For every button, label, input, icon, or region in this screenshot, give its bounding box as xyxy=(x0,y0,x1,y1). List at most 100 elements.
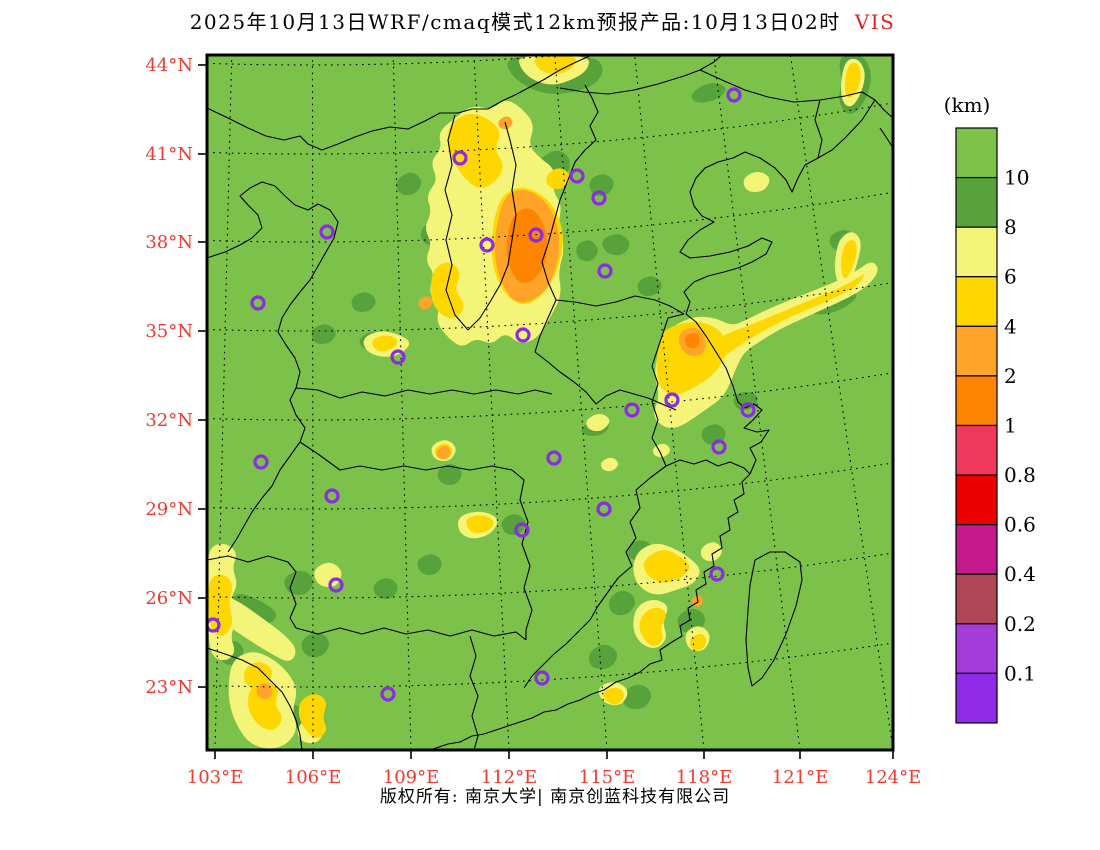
visibility-contour-patch-y1 xyxy=(210,593,296,661)
visibility-contour-patch-y1 xyxy=(600,457,618,472)
visibility-contour-patch-y2 xyxy=(210,587,228,608)
colorbar-tick-label: 8 xyxy=(1004,215,1017,239)
station-marker xyxy=(380,686,396,702)
colorbar-tick-label: 0.2 xyxy=(1004,612,1036,636)
colorbar-tick-label: 0.6 xyxy=(1004,513,1036,537)
station-marker xyxy=(711,439,727,455)
visibility-contour-patch-y2 xyxy=(643,550,690,583)
lat-tick-label: 26°N xyxy=(145,588,193,609)
visibility-contour-patch-g2 xyxy=(417,554,442,576)
visibility-contour-patch-y2 xyxy=(298,694,327,738)
colorbar-tick-label: 6 xyxy=(1004,265,1017,289)
visibility-contour-patch-o1 xyxy=(436,445,451,460)
visibility-contour-patch-o2 xyxy=(506,208,548,284)
station-marker xyxy=(597,263,613,279)
colorbar-segment xyxy=(955,325,998,377)
station-marker xyxy=(624,402,640,418)
visibility-contour-patch-o1 xyxy=(256,683,273,699)
boundary-line xyxy=(469,635,479,750)
colorbar-tick-label: 0.4 xyxy=(1004,562,1036,586)
visibility-contour-patch-y1 xyxy=(314,562,342,588)
graticule-parallel xyxy=(207,192,892,243)
visibility-contour-patch-g2 xyxy=(311,324,336,344)
boundary-line xyxy=(299,441,513,471)
boundary-line xyxy=(207,647,303,750)
page-title: 2025年10月13日WRF/cmaq模式12km预报产品:10月13日02时 V… xyxy=(0,6,1085,35)
colorbar-tick-label: 10 xyxy=(1004,166,1029,190)
visibility-contour-patch-y2 xyxy=(690,633,707,651)
boundary-line xyxy=(523,465,667,689)
colorbar-segment xyxy=(955,226,998,278)
boundary-line xyxy=(665,459,751,475)
station-marker xyxy=(479,237,495,253)
boundary-line xyxy=(295,387,553,399)
graticule-meridian xyxy=(311,55,314,750)
station-marker xyxy=(569,168,585,184)
visibility-contour-patch-g2 xyxy=(373,578,398,600)
visibility-contour-patch-g2 xyxy=(284,570,314,596)
title-main: 2025年10月13日WRF/cmaq模式12km预报产品:10月13日02时 xyxy=(189,10,841,34)
colorbar-segment xyxy=(955,672,998,724)
visibility-contour-patch-o2 xyxy=(684,333,700,349)
lat-tick-label: 29°N xyxy=(145,499,193,520)
lon-tick-label: 103°E xyxy=(187,767,244,788)
station-marker xyxy=(740,402,756,418)
boundary-line xyxy=(745,551,803,687)
lon-tick-label: 115°E xyxy=(579,767,636,788)
boundary-line xyxy=(207,181,339,443)
visibility-contour-patch-y2 xyxy=(430,262,464,319)
station-marker xyxy=(250,295,266,311)
colorbar-tick-label: 2 xyxy=(1004,364,1017,388)
boundary-line xyxy=(295,627,527,641)
visibility-contour-patch-g2 xyxy=(608,590,636,616)
station-marker xyxy=(664,392,680,408)
colorbar-segment xyxy=(955,375,998,427)
visibility-contour-patch-g2 xyxy=(351,292,376,312)
lon-tick-label: 109°E xyxy=(383,767,440,788)
visibility-contour-patch-g2 xyxy=(232,594,277,623)
map-frame xyxy=(205,53,895,752)
station-marker xyxy=(452,150,468,166)
boundary-line xyxy=(879,127,893,149)
boundary-line xyxy=(511,469,533,640)
colorbar-segment xyxy=(955,276,998,327)
map-clipped-layers xyxy=(207,55,893,750)
copyright-text: 版权所有: 南京大学| 南京创蓝科技有限公司 xyxy=(379,787,731,807)
colorbar-segment xyxy=(955,127,998,179)
station-marker xyxy=(253,454,269,470)
boundary-line xyxy=(227,441,301,553)
visibility-contour-patch-g2 xyxy=(396,172,422,196)
graticule-meridian xyxy=(713,55,801,750)
visibility-contour-patch-g2 xyxy=(637,276,662,296)
boundary-line xyxy=(555,295,685,315)
boundary-line xyxy=(651,313,685,467)
station-marker xyxy=(546,450,562,466)
graticule-parallel xyxy=(207,102,892,155)
colorbar-unit-label: (km) xyxy=(944,93,991,117)
visibility-contour-patch-y2 xyxy=(448,114,503,188)
lat-tick-label: 35°N xyxy=(145,321,193,342)
visibility-contour-patch-y2 xyxy=(372,335,398,352)
visibility-contour-patch-y2 xyxy=(534,55,577,75)
lat-tick-label: 23°N xyxy=(145,677,193,698)
boundary-line xyxy=(534,351,677,411)
visibility-contour-patch-g2 xyxy=(301,632,330,658)
visibility-contour-patch-g2 xyxy=(589,174,614,196)
station-marker xyxy=(390,349,406,365)
lat-tick-label: 32°N xyxy=(145,410,193,431)
lon-tick-label: 106°E xyxy=(285,767,342,788)
visibility-contour-patch-o1 xyxy=(418,296,433,310)
station-marker xyxy=(709,566,725,582)
colorbar-segment xyxy=(955,424,998,476)
colorbar-tick-label: 0.8 xyxy=(1004,463,1036,487)
boundary-line xyxy=(444,114,469,331)
visibility-contour-patch-g2 xyxy=(437,464,462,486)
visibility-contour-patch-y1 xyxy=(586,414,610,432)
lat-tick-label: 41°N xyxy=(145,144,193,165)
boundary-line xyxy=(574,84,599,163)
boundary-line xyxy=(207,555,297,629)
visibility-contour-patch-g2 xyxy=(576,240,598,262)
station-marker xyxy=(515,327,531,343)
